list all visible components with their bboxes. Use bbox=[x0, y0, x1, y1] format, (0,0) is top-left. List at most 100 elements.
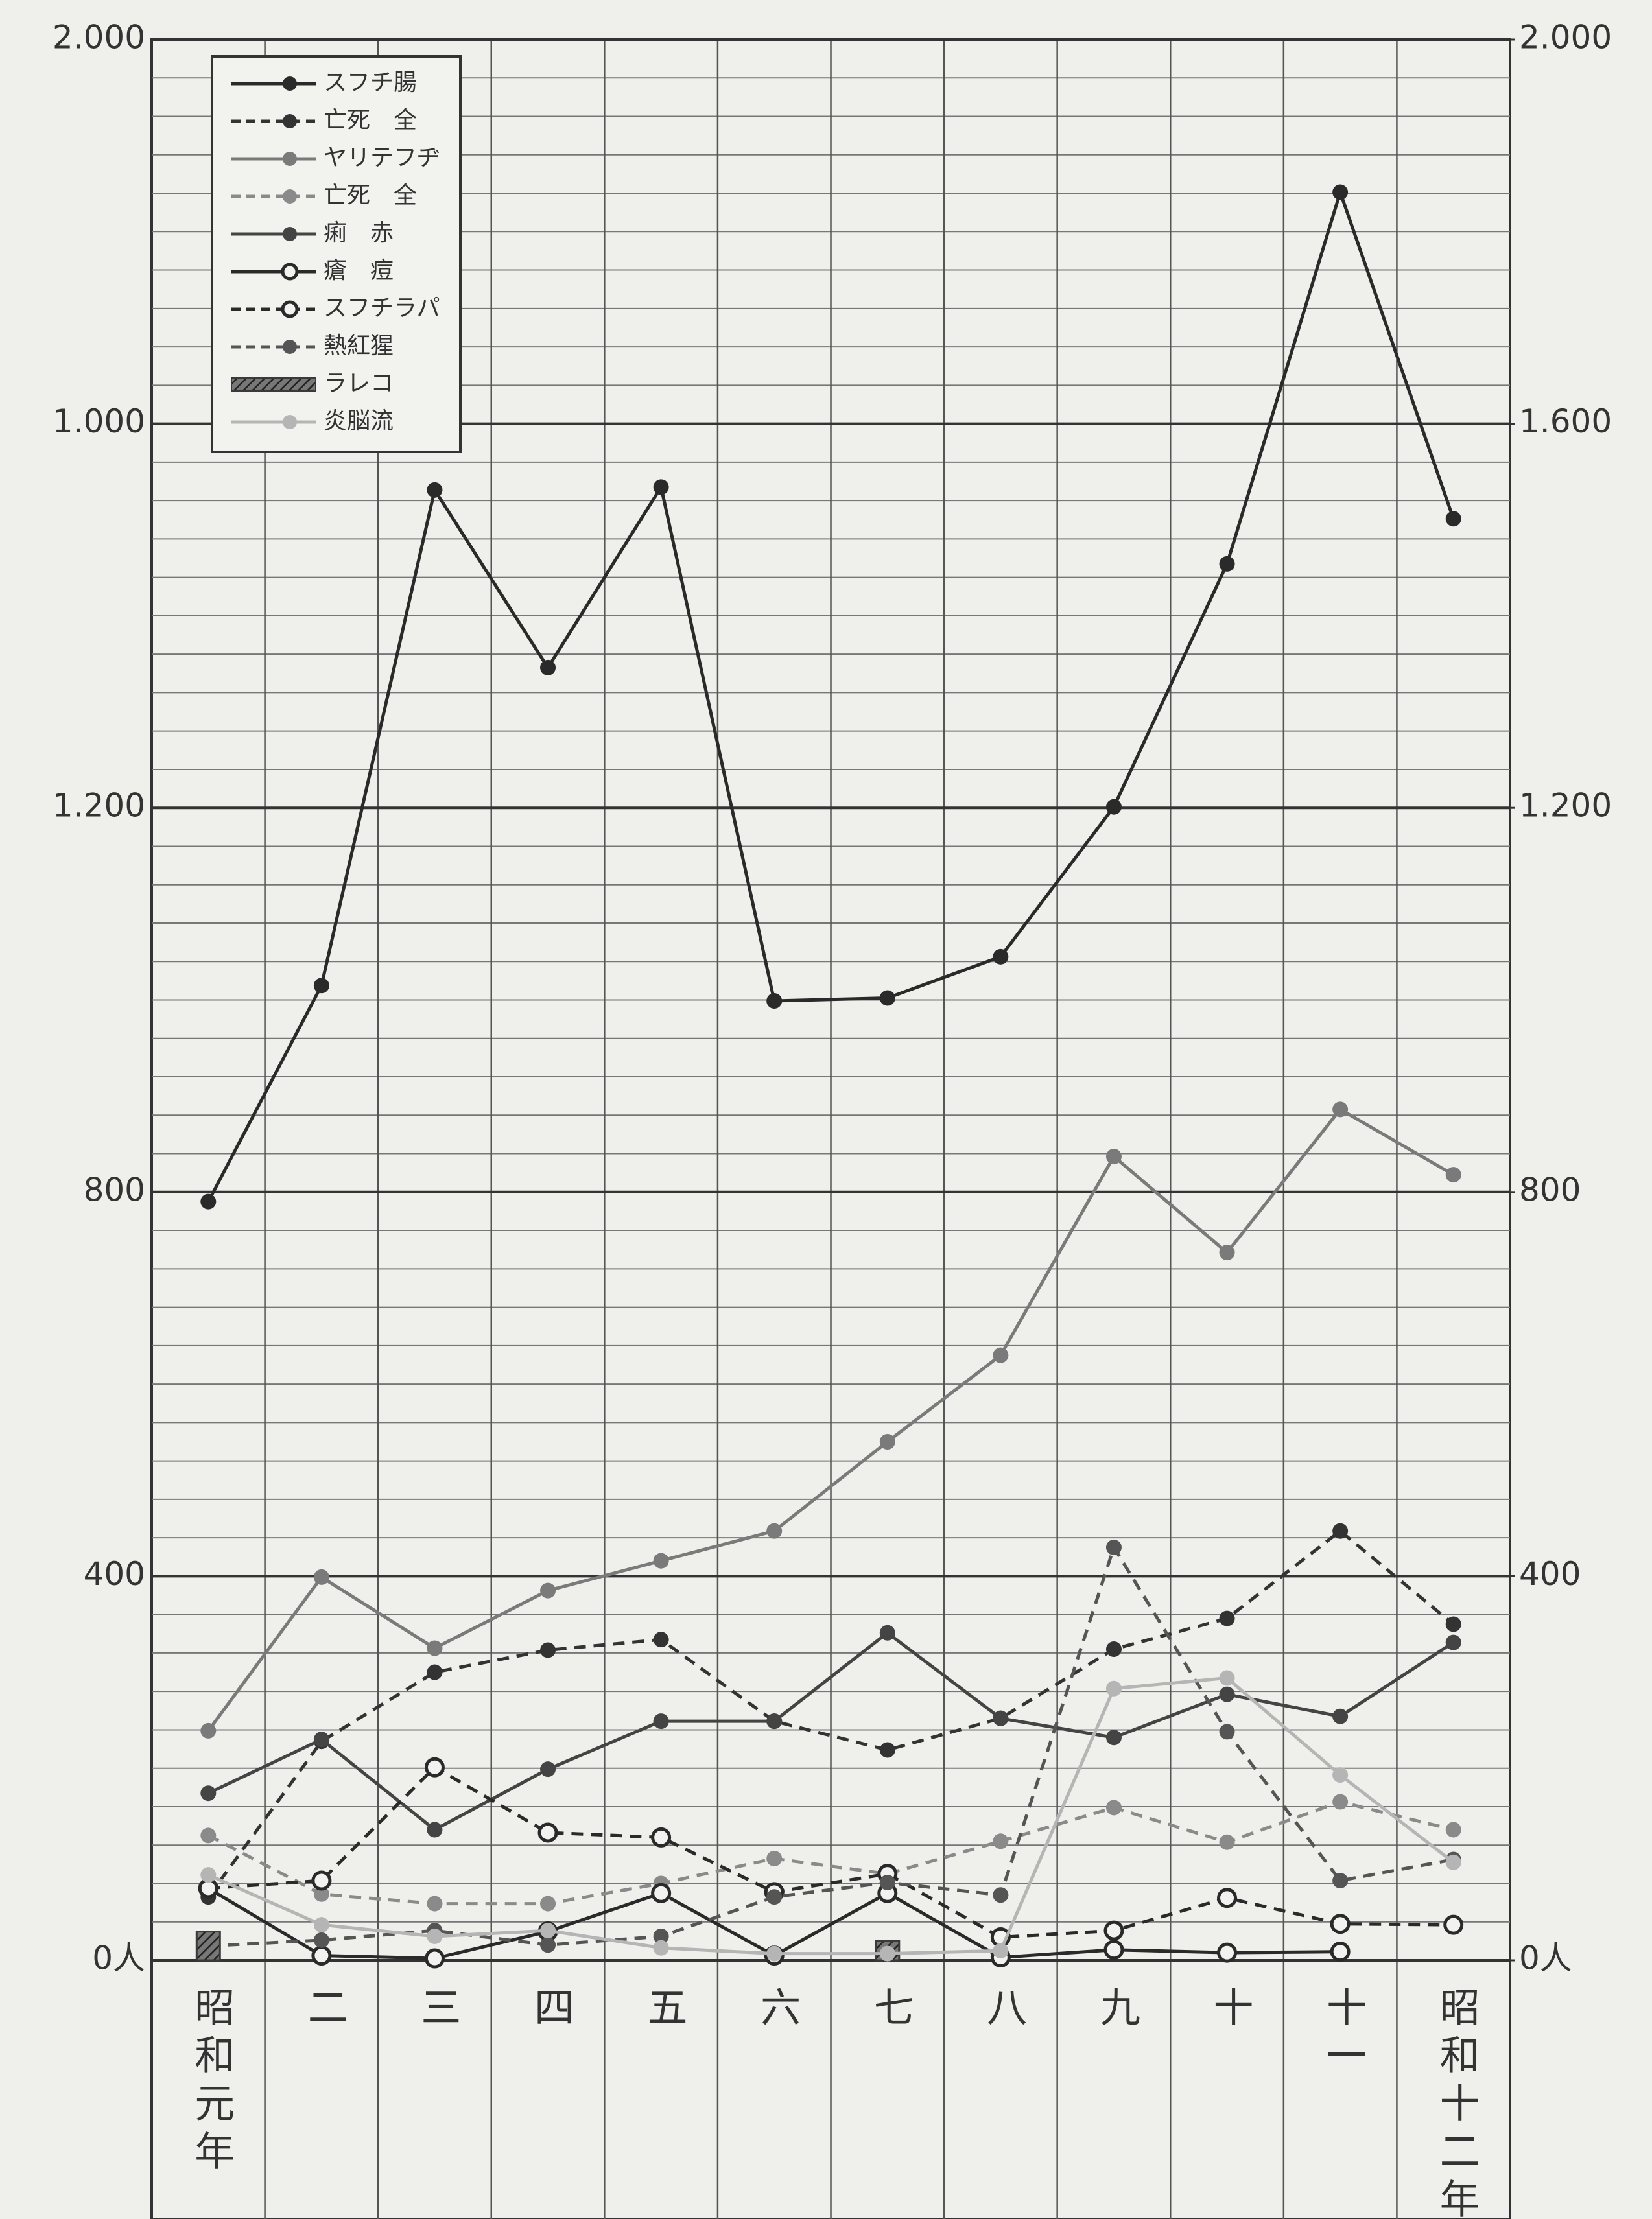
series-line bbox=[207, 1107, 1454, 1732]
point bbox=[879, 1874, 895, 1890]
point bbox=[1332, 1523, 1349, 1539]
point bbox=[1219, 1245, 1235, 1261]
y-tick-label: 0人 bbox=[92, 1940, 145, 1977]
y2-tick-label: 1.600 bbox=[1519, 403, 1612, 440]
x-tick-label: 十一 bbox=[1319, 1986, 1367, 2082]
point bbox=[1330, 1914, 1351, 1934]
point bbox=[313, 1932, 329, 1948]
point bbox=[313, 1732, 329, 1748]
y-tick-label: 1.000 bbox=[53, 403, 145, 440]
legend-label: 熱紅猩 bbox=[324, 333, 394, 359]
point bbox=[766, 992, 783, 1009]
legend-marker bbox=[283, 340, 297, 354]
point bbox=[540, 1642, 556, 1658]
x-tick-label: 五 bbox=[641, 1986, 688, 2034]
point bbox=[879, 1433, 895, 1450]
point bbox=[1103, 1940, 1124, 1960]
point bbox=[1219, 1670, 1235, 1686]
point bbox=[540, 1582, 556, 1599]
y-tick-label: 1.200 bbox=[53, 787, 145, 825]
point bbox=[1105, 799, 1122, 815]
point bbox=[424, 1757, 445, 1778]
point bbox=[1332, 1767, 1349, 1783]
point bbox=[1332, 1794, 1349, 1810]
point bbox=[313, 978, 329, 994]
point bbox=[653, 1553, 669, 1569]
point bbox=[311, 1945, 332, 1966]
point bbox=[879, 1945, 895, 1962]
series-line bbox=[208, 1544, 1454, 1948]
point bbox=[1332, 1708, 1349, 1724]
point bbox=[766, 1889, 783, 1905]
point bbox=[427, 1640, 443, 1656]
point bbox=[766, 1945, 783, 1962]
point bbox=[311, 1870, 332, 1891]
y2-tick-label: 0人 bbox=[1519, 1940, 1572, 1977]
legend-marker bbox=[283, 114, 297, 128]
legend-label: 亡死 全 bbox=[324, 182, 417, 209]
point bbox=[1445, 1616, 1461, 1632]
point bbox=[200, 1722, 217, 1739]
point bbox=[653, 1713, 669, 1730]
y-tick-label: 400 bbox=[84, 1555, 145, 1593]
point bbox=[427, 1822, 443, 1838]
x-tick-label: 二 bbox=[301, 1986, 348, 2034]
point bbox=[200, 1867, 217, 1883]
point bbox=[993, 1943, 1009, 1959]
legend-marker bbox=[281, 300, 299, 318]
point bbox=[1105, 1641, 1122, 1657]
legend-marker bbox=[283, 76, 297, 91]
point bbox=[993, 1347, 1009, 1363]
point bbox=[540, 1923, 556, 1939]
point bbox=[313, 1917, 329, 1933]
point bbox=[1445, 1167, 1461, 1183]
point bbox=[427, 1928, 443, 1944]
legend-label: ラレコ bbox=[324, 370, 394, 397]
series-line bbox=[207, 1529, 1455, 1898]
point bbox=[653, 479, 669, 495]
point bbox=[1443, 1914, 1464, 1935]
point bbox=[651, 1883, 672, 1903]
x-tick-label: 八 bbox=[980, 1986, 1027, 2034]
legend-marker bbox=[283, 415, 297, 429]
point bbox=[1103, 1920, 1124, 1941]
series-line bbox=[207, 187, 1456, 1203]
point bbox=[1445, 1634, 1461, 1650]
point bbox=[993, 1833, 1009, 1849]
legend-label: 瘡 痘 bbox=[324, 257, 394, 284]
point bbox=[1219, 1610, 1235, 1626]
point bbox=[1445, 1854, 1461, 1870]
point bbox=[1105, 1148, 1122, 1164]
point bbox=[540, 1937, 556, 1953]
point bbox=[993, 1887, 1009, 1903]
series-line bbox=[207, 1800, 1454, 1906]
point bbox=[540, 1896, 556, 1912]
y-tick-label: 800 bbox=[84, 1171, 145, 1208]
point bbox=[1445, 1822, 1461, 1838]
point bbox=[653, 1632, 669, 1648]
point bbox=[879, 1742, 895, 1758]
point bbox=[1105, 1539, 1122, 1555]
point bbox=[879, 990, 895, 1006]
point bbox=[1105, 1800, 1122, 1816]
point bbox=[879, 1625, 895, 1641]
point bbox=[1219, 1686, 1235, 1702]
point bbox=[993, 948, 1009, 965]
legend-label: 亡死 全 bbox=[324, 107, 417, 134]
point bbox=[313, 1569, 329, 1585]
series-line bbox=[207, 1676, 1455, 1956]
legend-label: スフチ腸 bbox=[324, 69, 417, 96]
y2-tick-label: 2.000 bbox=[1519, 19, 1612, 56]
point bbox=[1105, 1730, 1122, 1746]
legend-marker bbox=[281, 263, 299, 281]
point bbox=[537, 1822, 558, 1843]
y2-tick-label: 800 bbox=[1519, 1171, 1581, 1208]
point bbox=[540, 659, 556, 675]
point bbox=[424, 1948, 445, 1969]
point bbox=[651, 1827, 672, 1848]
point bbox=[200, 1827, 217, 1844]
series-line bbox=[208, 1765, 1454, 1939]
point bbox=[1332, 1873, 1349, 1889]
legend-swatch bbox=[231, 377, 316, 392]
